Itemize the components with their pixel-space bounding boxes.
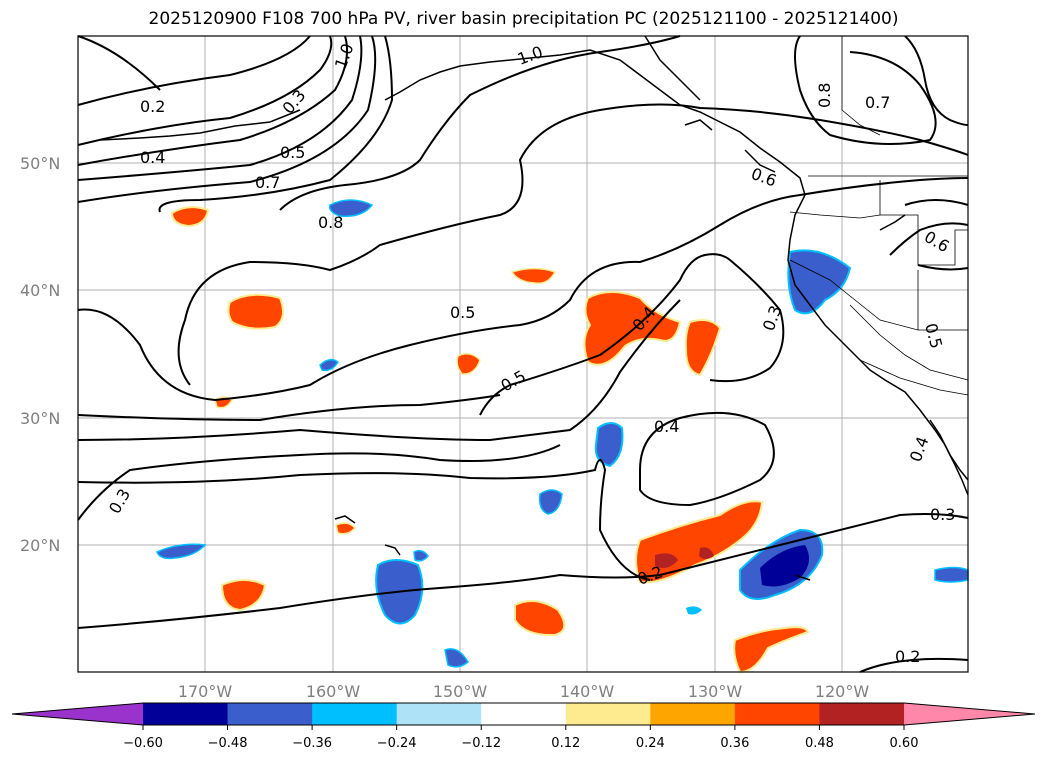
positive-anomaly-region bbox=[514, 600, 566, 637]
colorbar-extend-low bbox=[12, 703, 143, 725]
borders bbox=[789, 36, 969, 396]
negative-anomaly-region bbox=[686, 606, 702, 615]
latitude-label: 50°N bbox=[20, 154, 60, 173]
colorbar-tick-label: −0.36 bbox=[292, 736, 332, 751]
negative-anomaly-region bbox=[444, 648, 469, 668]
longitude-label: 150°W bbox=[433, 682, 488, 701]
contour-label: 0.5 bbox=[280, 143, 305, 162]
positive-anomaly-region bbox=[733, 626, 810, 674]
negative-anomaly-region bbox=[934, 566, 969, 583]
longitude-label: 120°W bbox=[815, 682, 870, 701]
precipitation-anomaly-regions bbox=[156, 199, 969, 674]
longitude-label: 170°W bbox=[178, 682, 233, 701]
colorbar: −0.60 −0.48 −0.36 −0.24 −0.12 0.12 0.24 0.36 0.4… bbox=[11, 702, 1036, 751]
contour-label: 0.2 bbox=[895, 647, 920, 666]
longitude-label: 160°W bbox=[306, 682, 361, 701]
coastlines bbox=[99, 35, 969, 581]
colorbar-tick-label: −0.60 bbox=[123, 736, 163, 751]
latitude-label: 40°N bbox=[20, 281, 60, 300]
colorbar-tick-label: 0.48 bbox=[805, 736, 834, 751]
map-frame bbox=[77, 35, 969, 673]
colorbar-tick-label: 0.60 bbox=[890, 736, 919, 751]
negative-anomaly-region bbox=[413, 549, 429, 562]
positive-anomaly-region bbox=[456, 353, 481, 375]
positive-anomaly-region bbox=[227, 293, 285, 330]
longitude-label: 140°W bbox=[560, 682, 615, 701]
contour-label: 0.8 bbox=[318, 213, 343, 232]
contour-label: 0.4 bbox=[140, 148, 165, 167]
contour-label: 0.7 bbox=[865, 93, 890, 112]
contour-label: 0.7 bbox=[255, 173, 280, 192]
strong-positive-anomaly-region bbox=[699, 547, 714, 559]
colorbar-tick-label: −0.12 bbox=[461, 736, 501, 751]
negative-anomaly-region bbox=[594, 422, 624, 468]
latitude-labels: 50°N 40°N 30°N 20°N bbox=[20, 154, 60, 555]
colorbar-segment bbox=[481, 703, 567, 725]
colorbar-tick-label: 0.36 bbox=[720, 736, 749, 751]
negative-anomaly-region bbox=[328, 199, 374, 218]
contour-label: 0.2 bbox=[140, 97, 165, 116]
longitude-labels: 170°W 160°W 150°W 140°W 130°W 120°W bbox=[178, 682, 870, 701]
colorbar-segment bbox=[396, 703, 482, 725]
positive-anomaly-region bbox=[583, 291, 682, 366]
colorbar-tick-label: −0.48 bbox=[208, 736, 248, 751]
strong-positive-anomaly-region bbox=[655, 553, 678, 568]
colorbar-segment bbox=[143, 703, 229, 725]
positive-anomaly-region bbox=[220, 579, 267, 612]
colorbar-extend-high bbox=[904, 703, 1035, 725]
positive-anomaly-region bbox=[335, 522, 356, 535]
contour-label: 0.5 bbox=[450, 303, 475, 322]
pv-contours bbox=[77, 35, 969, 673]
negative-anomaly-region bbox=[156, 543, 207, 560]
map-title: 2025120900 F108 700 hPa PV, river basin … bbox=[148, 9, 899, 29]
colorbar-ticks: −0.60 −0.48 −0.36 −0.24 −0.12 0.12 0.24 0.36 0.4… bbox=[123, 725, 918, 751]
colorbar-segment bbox=[819, 703, 905, 725]
colorbar-segment bbox=[650, 703, 736, 725]
contour-label: 0.4 bbox=[654, 417, 679, 436]
negative-anomaly-region bbox=[319, 358, 339, 372]
colorbar-segment bbox=[734, 703, 820, 725]
colorbar-segment bbox=[227, 703, 313, 725]
positive-anomaly-region bbox=[170, 206, 210, 228]
contour-label: 0.8 bbox=[815, 83, 834, 108]
longitude-label: 130°W bbox=[688, 682, 743, 701]
positive-anomaly-region bbox=[684, 319, 722, 377]
contour-label: 0.3 bbox=[930, 505, 955, 524]
positive-anomaly-region bbox=[510, 267, 557, 285]
latitude-label: 20°N bbox=[20, 536, 60, 555]
colorbar-tick-label: −0.24 bbox=[377, 736, 417, 751]
colorbar-segment bbox=[565, 703, 651, 725]
negative-anomaly-region bbox=[538, 489, 563, 515]
colorbar-segment bbox=[312, 703, 398, 725]
colorbar-tick-label: 0.24 bbox=[636, 736, 665, 751]
latitude-label: 30°N bbox=[20, 409, 60, 428]
colorbar-tick-label: 0.12 bbox=[551, 736, 580, 751]
colorbar-segments bbox=[11, 702, 1036, 726]
